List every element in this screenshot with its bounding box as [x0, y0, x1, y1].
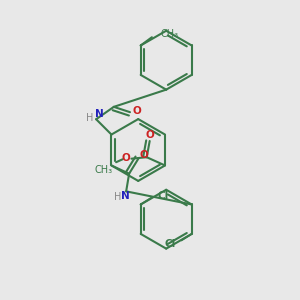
Text: CH₃: CH₃: [160, 29, 178, 39]
Text: O: O: [132, 106, 141, 116]
Text: O: O: [140, 150, 148, 160]
Text: H: H: [114, 192, 121, 202]
Text: Cl: Cl: [165, 239, 176, 249]
Text: Cl: Cl: [158, 190, 169, 201]
Text: H: H: [86, 113, 93, 123]
Text: O: O: [146, 130, 154, 140]
Text: O: O: [122, 153, 130, 163]
Text: N: N: [121, 191, 129, 201]
Text: CH₃: CH₃: [94, 165, 112, 175]
Text: N: N: [95, 109, 103, 119]
